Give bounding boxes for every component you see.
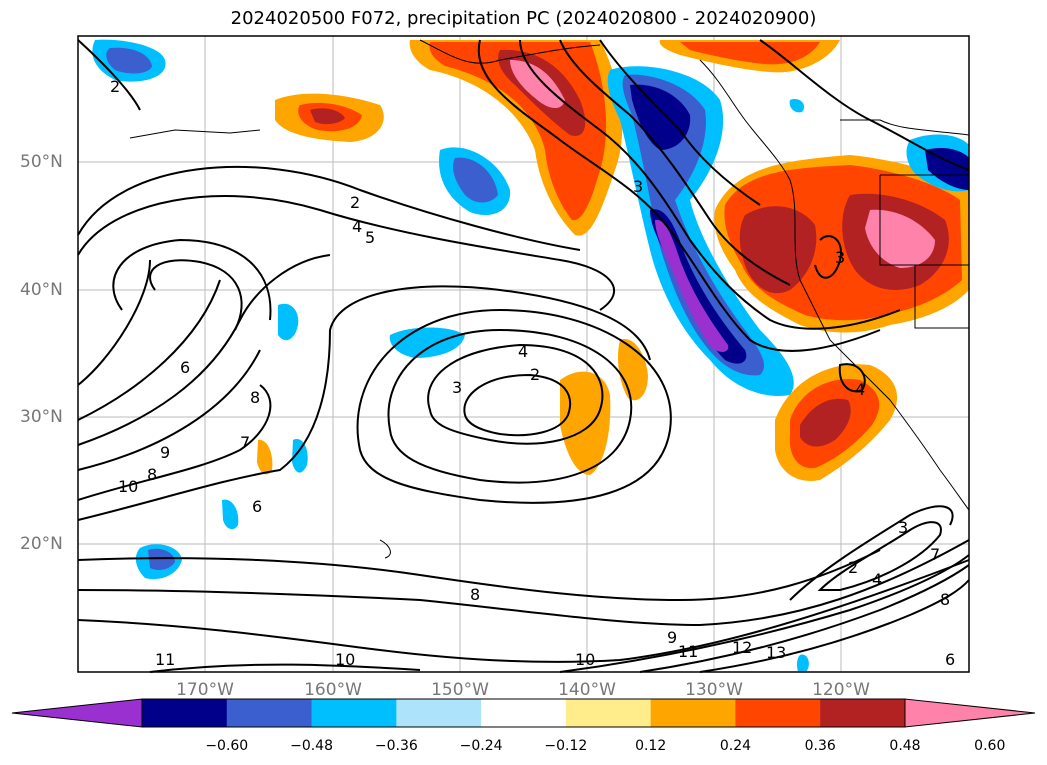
contour-label: 2 bbox=[350, 193, 360, 212]
contour-label: 6 bbox=[180, 358, 190, 377]
lat-label: 50°N bbox=[20, 152, 63, 172]
contour-label: 8 bbox=[250, 388, 260, 407]
contour-label: 10 bbox=[575, 650, 595, 669]
colorbar-tick-label: 0.24 bbox=[719, 738, 752, 754]
coastlines bbox=[129, 39, 970, 559]
contour-label: 8 bbox=[147, 465, 157, 484]
contour-label: 4 bbox=[855, 380, 865, 399]
contour-label: 11 bbox=[678, 642, 698, 661]
lon-label: 160°W bbox=[304, 680, 362, 700]
contour-label: 3 bbox=[452, 378, 462, 397]
contour-label: 10 bbox=[335, 650, 355, 669]
contour-label: 2 bbox=[110, 77, 120, 96]
contour-label: 2 bbox=[530, 365, 540, 384]
lat-label: 40°N bbox=[20, 280, 63, 300]
contour-label: 3 bbox=[835, 248, 845, 267]
contour-label: 12 bbox=[732, 638, 752, 657]
contour-label: 9 bbox=[160, 443, 170, 462]
colorbar-segment bbox=[820, 699, 906, 727]
colorbar-segment bbox=[311, 699, 397, 727]
contour-label: 8 bbox=[940, 590, 950, 609]
colorbar-segment bbox=[142, 699, 228, 727]
contour-label: 2 bbox=[848, 558, 858, 577]
contour-label: 5 bbox=[365, 228, 375, 247]
colorbar bbox=[11, 698, 1036, 728]
contour-label: 10 bbox=[118, 477, 138, 496]
colorbar-tick-label: −0.60 bbox=[205, 738, 249, 754]
lat-label: 20°N bbox=[20, 534, 63, 554]
colorbar-segment bbox=[396, 699, 482, 727]
lon-label: 150°W bbox=[431, 680, 489, 700]
colorbar-segment bbox=[735, 699, 821, 727]
lon-label: 130°W bbox=[685, 680, 743, 700]
colorbar-tick-label: 0.48 bbox=[889, 738, 921, 754]
contour-label: 7 bbox=[240, 433, 250, 452]
plot-title: 2024020500 F072, precipitation PC (20240… bbox=[230, 8, 817, 29]
contour-label: 8 bbox=[470, 585, 480, 604]
colorbar-segment bbox=[650, 699, 736, 727]
colorbar-segment bbox=[481, 699, 567, 727]
colorbar-tick-label: −0.24 bbox=[459, 738, 503, 754]
contour-label: 3 bbox=[633, 177, 643, 196]
colorbar-tick-label: −0.48 bbox=[290, 738, 333, 754]
colorbar-tick-label: −0.12 bbox=[544, 738, 588, 754]
contour-label: 6 bbox=[252, 497, 262, 516]
map-frame bbox=[77, 35, 970, 673]
lon-label: 140°W bbox=[558, 680, 616, 700]
contour-lines bbox=[77, 39, 970, 673]
contour-label: 7 bbox=[930, 545, 940, 564]
contour-label: 13 bbox=[766, 643, 786, 662]
contour-label: 11 bbox=[155, 650, 175, 669]
colorbar-tick-label: 0.12 bbox=[635, 738, 667, 754]
lon-label: 120°W bbox=[812, 680, 870, 700]
lon-label: 170°W bbox=[176, 680, 234, 700]
contour-label: 4 bbox=[352, 217, 362, 236]
contour-labels: 2 2 4 5 3 6 8 9 10 8 7 6 4 2 3 8 10 10 1… bbox=[110, 77, 955, 669]
colorbar-tick-label: 0.36 bbox=[804, 738, 836, 754]
contour-label: 4 bbox=[872, 570, 882, 589]
map-panel: 2 2 4 5 3 6 8 9 10 8 7 6 4 2 3 8 10 10 1… bbox=[77, 35, 970, 673]
lat-label: 30°N bbox=[20, 407, 63, 427]
colorbar-segment bbox=[226, 699, 313, 727]
colorbar-tick-label: 0.60 bbox=[974, 738, 1006, 754]
contour-label: 4 bbox=[518, 342, 528, 361]
colorbar-segment bbox=[565, 699, 652, 727]
contour-label: 6 bbox=[945, 650, 955, 669]
contour-label: 3 bbox=[898, 518, 908, 537]
colorbar-tick-label: −0.36 bbox=[374, 738, 418, 754]
contour-label: 9 bbox=[667, 628, 677, 647]
